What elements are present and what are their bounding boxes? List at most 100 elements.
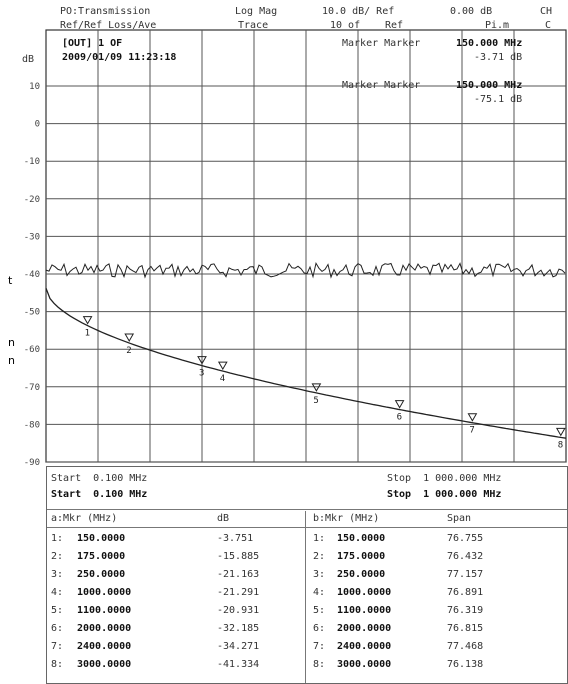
right-table-row-6-col-1: 6: [313,623,326,634]
ref-label-2: Ref [385,20,404,31]
left-table-row-1-col-3: -3.751 [217,533,254,544]
right-table-row-2-col-3: 76.432 [447,551,484,562]
stop-label-1: Stop 1 000.000 MHz [387,473,502,484]
mode-label: Pi.m [485,20,510,31]
left-table-row-6-col-1: 6: [51,623,64,634]
y-tick-label: -90 [24,458,40,466]
left-table-row-2-col-1: 2: [51,551,64,562]
right-table-row-6-col-3: 76.815 [447,623,484,634]
marker-label: 8 [558,440,563,450]
format-label: Log Mag [235,6,278,17]
marker-label: 7 [469,426,474,436]
y-tick-label: -10 [24,157,40,167]
left-table-row-8-col-1: 8: [51,659,64,670]
left-table-row-8-col-3: -41.334 [217,659,260,670]
y-tick-label: -70 [24,383,40,393]
right-table-row-3-col-2: 250.0000 [337,569,386,580]
scale-label: 10.0 dB/ Ref [322,6,395,17]
right-table-row-2-col-2: 175.0000 [337,551,386,562]
y-tick-label: -40 [24,270,40,280]
ref-value: 0.00 dB [450,6,493,17]
trace-label: Trace [238,20,269,31]
marker-triangle [217,361,228,371]
right-table-row-1-col-1: 1: [313,533,326,544]
left-table-header-1: a:Mkr (MHz) [51,513,118,524]
left-table-row-7-col-1: 7: [51,641,64,652]
insertion-loss-curve [45,287,567,439]
reference-trace [45,261,566,279]
right-table-row-4-col-3: 76.891 [447,587,484,598]
left-table-row-5-col-3: -20.931 [217,605,260,616]
marker-triangle [311,383,322,392]
marker-triangle [124,333,135,342]
right-table-row-4-col-1: 4: [313,587,326,598]
marker-readout-1-value: -3.71 dB [474,52,523,63]
left-table-row-1-col-2: 150.0000 [77,533,126,544]
right-table-row-1-col-2: 150.0000 [337,533,386,544]
right-table-row-5-col-3: 76.319 [447,605,484,616]
marker-readout-1-freq: 150.000 MHz [456,38,523,49]
y-tick-label: 10 [29,82,40,92]
marker-triangle [197,356,207,365]
right-table-header-1: b:Mkr (MHz) [313,513,380,524]
left-table-row-4-col-2: 1000.0000 [77,587,132,598]
marker-label: 5 [313,396,318,406]
right-table-row-4-col-2: 1000.0000 [337,587,392,598]
average-value: 10 of [330,20,361,31]
left-table-row-4-col-1: 4: [51,587,64,598]
right-table-row-8-col-2: 3000.0000 [337,659,392,670]
left-table-row-2-col-2: 175.0000 [77,551,126,562]
marker-label: 4 [220,374,225,384]
left-table-row-7-col-2: 2400.0000 [77,641,132,652]
side-letter-1: t [8,274,13,287]
left-table-row-7-col-3: -34.271 [217,641,260,652]
marker-readout-2-label: Marker Marker [342,80,421,91]
y-axis-ticks: 10 0 -10 -20 -30 -40 -50 -60 -70 -80 -90 [24,82,40,466]
y-tick-label: -80 [24,420,40,430]
ref-line-label: Ref/Ref Loss/Ave [60,20,157,31]
right-table-row-6-col-2: 2000.0000 [337,623,392,634]
trace-markers: 1 2 3 4 5 6 7 8 [82,316,566,450]
measurement-title: PO:Transmission [60,6,151,17]
right-table-row-1-col-3: 76.755 [447,533,484,544]
side-letter-2: n [8,336,15,349]
marker-label: 3 [199,369,204,379]
info-box-line-2: 2009/01/09 11:23:18 [62,52,177,63]
mode-label-2: C [545,20,552,31]
left-table-row-1-col-1: 1: [51,533,64,544]
marker-readout-2-value: -75.1 dB [474,94,523,105]
left-table-row-5-col-1: 5: [51,605,64,616]
left-table-header-2: dB [217,513,230,524]
marker-label: 1 [85,329,90,339]
marker-triangle [555,427,566,437]
start-label-1: Start 0.100 MHz [51,473,148,484]
left-table-row-8-col-2: 3000.0000 [77,659,132,670]
right-table-row-7-col-1: 7: [313,641,326,652]
y-tick-label: -50 [24,308,40,318]
left-table-row-5-col-2: 1100.0000 [77,605,132,616]
right-table-row-2-col-1: 2: [313,551,326,562]
marker-readout-2-freq: 150.000 MHz [456,80,523,91]
marker-readout-1-label: Marker Marker [342,38,421,49]
left-table-row-3-col-1: 3: [51,569,64,580]
right-table-row-5-col-1: 5: [313,605,326,616]
trace-plot: 1 2 3 4 5 6 7 8 10 0 -10 -20 -30 -40 -50 -60 -70 -80 -90 [24,29,567,466]
marker-label: 6 [397,413,402,423]
stop-label-2: Stop 1 000.000 MHz [387,489,502,500]
marker-triangle [82,316,93,325]
y-axis-unit: dB [22,54,35,65]
info-box-line-1: [OUT] 1 OF [62,38,123,49]
right-table-row-5-col-2: 1100.0000 [337,605,392,616]
y-tick-label: -20 [24,195,40,205]
plot-grid [45,29,567,463]
reference-trace-line [45,261,566,279]
left-table-row-4-col-3: -21.291 [217,587,260,598]
right-table-row-7-col-2: 2400.0000 [337,641,392,652]
y-tick-label: -30 [24,232,40,242]
start-label-2: Start 0.100 MHz [51,489,148,500]
right-table-row-3-col-1: 3: [313,569,326,580]
left-table-row-6-col-3: -32.185 [217,623,260,634]
left-table-row-3-col-3: -21.163 [217,569,260,580]
left-table-row-3-col-2: 250.0000 [77,569,126,580]
right-table-row-7-col-3: 77.468 [447,641,484,652]
